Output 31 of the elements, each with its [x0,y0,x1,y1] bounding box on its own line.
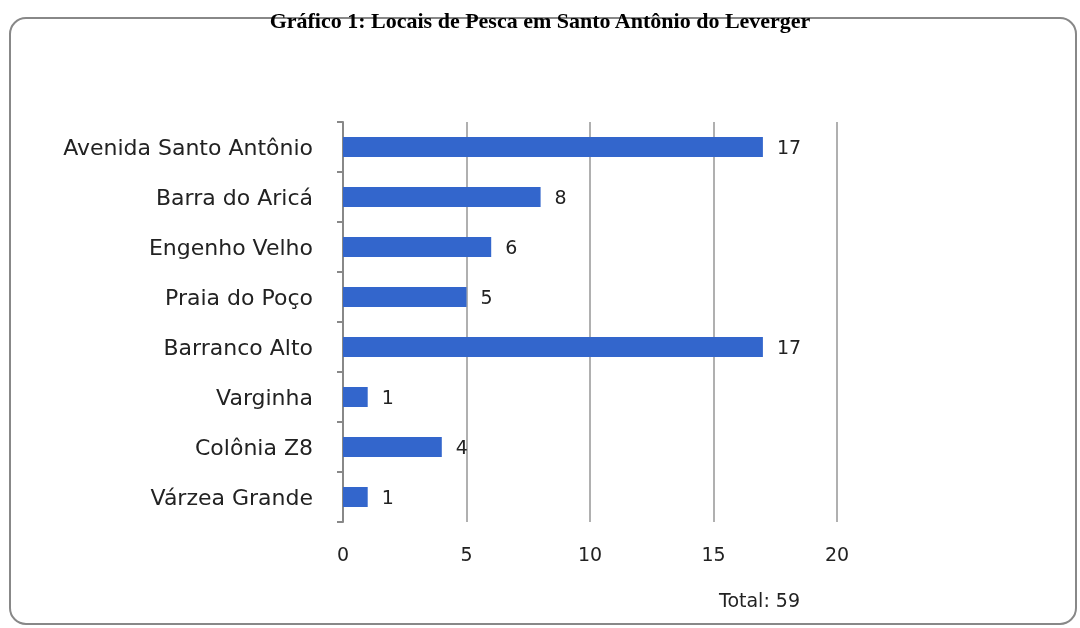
x-tick-label: 0 [336,542,350,565]
y-tick-label: Engenho Velho [148,234,313,260]
bar [343,237,492,257]
y-tick-label: Várzea Grande [150,484,313,510]
bar [343,137,763,157]
x-tick-label: 20 [824,542,850,565]
data-label: 4 [455,436,468,458]
y-tick-label: Praia do Poço [165,284,313,310]
data-label: 5 [480,286,493,308]
text: Total: 59 [718,588,801,611]
x-tick-label: 10 [577,542,603,565]
y-tick-label: Avenida Santo Antônio [63,134,313,160]
x-tick-label: 5 [460,542,473,565]
bar [343,487,368,507]
bar [343,187,541,207]
data-label: 8 [554,186,567,208]
data-label: 1 [381,386,394,408]
data-label: 17 [776,336,802,358]
bar [343,387,368,407]
bar [343,337,763,357]
bar [343,437,442,457]
data-label: 6 [505,236,518,258]
y-tick-label: Varginha [216,384,313,410]
data-label: 17 [776,136,802,158]
y-tick-label: Colônia Z8 [195,434,313,460]
chart-title: Gráfico 1: Locais de Pesca em Santo Antônio do Leverger [269,7,811,33]
bar [343,287,467,307]
y-tick-label: Barranco Alto [163,334,313,360]
y-tick-label: Barra do Aricá [156,184,313,210]
data-label: 1 [381,486,394,508]
x-tick-label: 15 [701,542,726,565]
